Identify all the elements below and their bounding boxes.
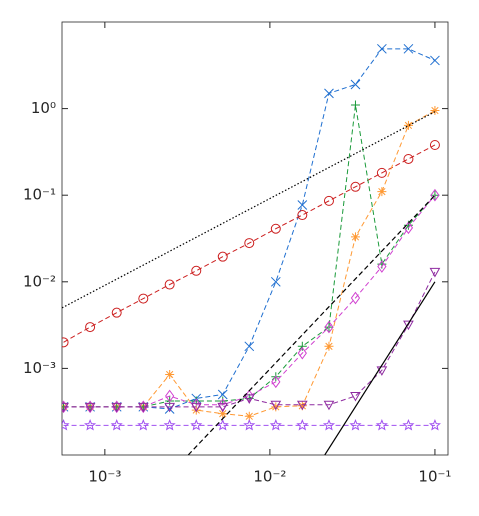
marker <box>218 396 228 406</box>
marker <box>403 120 413 130</box>
marker <box>350 100 360 110</box>
marker <box>296 400 308 411</box>
plot-frame <box>61 21 449 456</box>
marker <box>271 402 281 412</box>
x-tick-label: 10⁻² <box>253 468 286 486</box>
marker <box>403 43 414 54</box>
marker <box>324 341 334 351</box>
marker <box>297 341 307 351</box>
marker <box>84 419 97 431</box>
plot-area <box>62 43 441 455</box>
marker <box>376 167 387 178</box>
marker <box>62 419 70 431</box>
marker <box>430 190 440 200</box>
marker <box>297 346 307 360</box>
marker <box>216 419 229 431</box>
marker <box>110 419 123 431</box>
marker <box>138 293 149 304</box>
marker <box>243 394 255 404</box>
marker <box>191 396 201 406</box>
series-line <box>63 194 436 408</box>
marker <box>270 276 281 287</box>
marker <box>84 402 96 413</box>
marker <box>243 419 256 431</box>
marker <box>430 188 440 202</box>
marker <box>137 419 150 431</box>
series-line <box>187 194 436 455</box>
marker <box>218 409 228 419</box>
marker <box>137 402 149 413</box>
marker <box>376 366 388 376</box>
y-tick-label: 10⁰ <box>31 99 56 117</box>
marker <box>85 322 96 333</box>
marker <box>164 402 176 413</box>
marker <box>350 291 361 305</box>
x-tick-label: 10⁻³ <box>88 468 121 486</box>
marker <box>244 238 255 249</box>
marker <box>217 389 228 400</box>
marker <box>350 79 361 90</box>
marker <box>163 419 176 431</box>
series-line <box>63 144 436 343</box>
marker <box>430 106 440 116</box>
marker <box>377 187 387 197</box>
marker <box>297 210 308 221</box>
marker <box>323 400 335 411</box>
series-line <box>63 271 436 408</box>
marker <box>296 419 309 431</box>
marker <box>322 419 335 431</box>
marker <box>111 402 123 413</box>
marker <box>428 419 441 431</box>
marker <box>429 267 441 278</box>
marker <box>324 88 334 99</box>
marker <box>403 153 414 164</box>
marker <box>165 389 175 403</box>
marker <box>111 307 122 318</box>
y-tick-label: 10⁻³ <box>23 359 56 377</box>
series-line <box>324 281 436 455</box>
marker <box>244 341 255 352</box>
marker <box>270 223 281 234</box>
marker <box>191 265 202 276</box>
marker <box>190 419 203 431</box>
y-tick-label: 10⁻¹ <box>23 186 56 204</box>
marker <box>269 419 282 431</box>
marker <box>271 375 281 389</box>
marker <box>190 402 202 413</box>
marker <box>403 320 414 331</box>
series-line <box>62 111 436 309</box>
y-tick-label: 10⁻² <box>23 272 56 290</box>
marker <box>429 140 440 150</box>
marker <box>62 337 69 348</box>
marker <box>350 392 361 402</box>
marker <box>377 43 387 54</box>
marker <box>165 370 175 380</box>
marker <box>350 232 360 242</box>
marker <box>244 411 254 421</box>
marker <box>62 402 69 413</box>
marker <box>164 279 175 290</box>
marker <box>350 181 361 192</box>
marker <box>270 400 282 411</box>
marker <box>217 251 228 262</box>
marker <box>324 320 334 334</box>
marker <box>375 419 388 431</box>
marker <box>402 419 415 431</box>
marker <box>217 402 229 413</box>
marker <box>297 200 308 210</box>
marker <box>349 419 362 431</box>
marker <box>323 195 334 206</box>
marker <box>297 401 307 411</box>
x-tick-label: 10⁻¹ <box>418 468 451 486</box>
marker <box>430 55 440 66</box>
marker <box>377 260 387 273</box>
